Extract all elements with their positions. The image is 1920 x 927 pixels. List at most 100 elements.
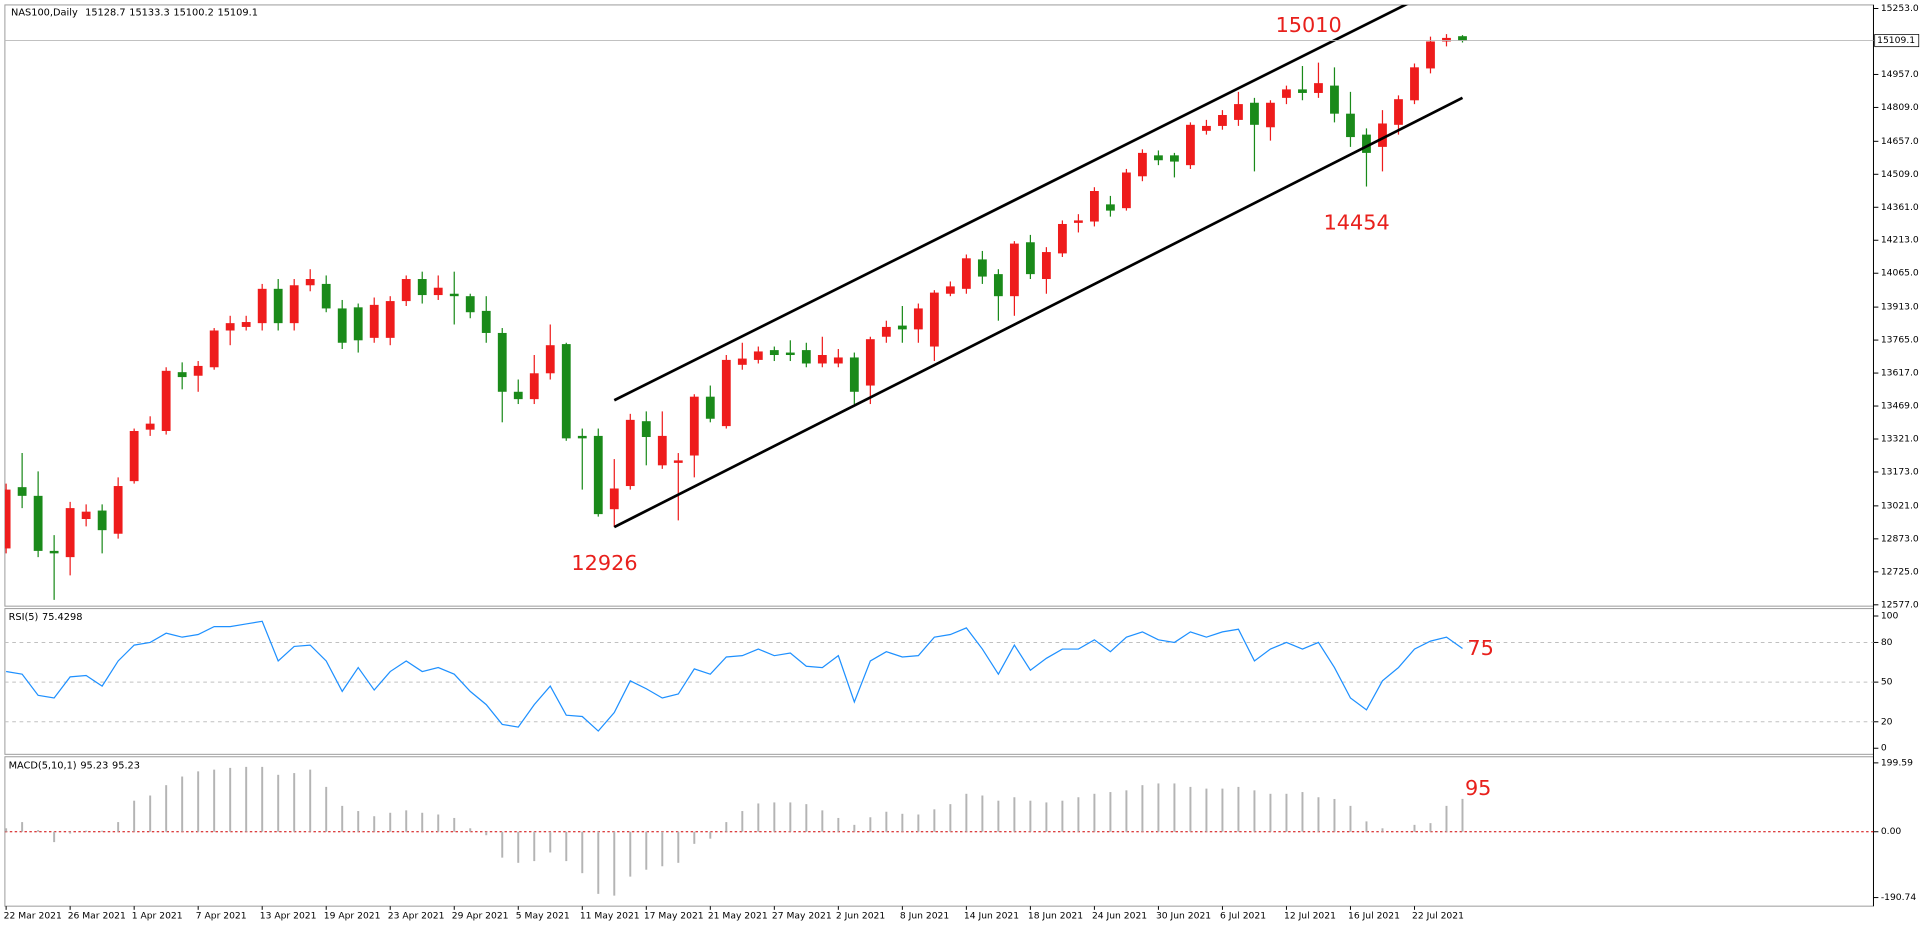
rsi-current: 75.4298 [42, 612, 82, 623]
candle-body [1298, 89, 1307, 93]
candle-body [465, 296, 475, 313]
y-tick-label: 13173.0 [1881, 467, 1919, 478]
candle-body [1073, 220, 1083, 223]
x-tick-label: 6 Jul 2021 [1220, 910, 1266, 921]
candle-body [705, 396, 715, 419]
candle-body [97, 510, 107, 531]
x-tick-label: 29 Apr 2021 [452, 910, 509, 921]
candle-body [753, 351, 763, 360]
candle-body [273, 288, 283, 324]
rsi-header: RSI(5) 75.4298 [9, 612, 83, 623]
candle-body [1138, 152, 1147, 177]
x-tick-label: 30 Jun 2021 [1156, 910, 1211, 921]
x-tick-label: 23 Apr 2021 [388, 910, 445, 921]
candle-body [449, 293, 459, 297]
candle-body [353, 307, 363, 341]
candle-body [1330, 85, 1339, 114]
candle-body [929, 292, 939, 347]
y-tick-label: 14657.0 [1881, 136, 1919, 147]
y-tick-label: 50 [1881, 677, 1893, 688]
candle-body [113, 486, 123, 534]
candle-body [81, 511, 91, 520]
candle-body [1057, 223, 1067, 254]
x-tick-label: 12 Jul 2021 [1284, 910, 1336, 921]
candle-body [433, 287, 443, 296]
candle-body [577, 435, 587, 439]
candle-body [369, 304, 379, 338]
candle-body [865, 339, 875, 386]
candle-body [209, 330, 219, 368]
main-plot [4, 4, 1467, 600]
y-tick-label: 12725.0 [1881, 566, 1919, 577]
symbol: NAS100,Daily [11, 7, 78, 18]
candle-body [1346, 113, 1355, 138]
macd-current: 95.23 [80, 760, 108, 771]
candle-body [721, 359, 731, 427]
candle-body [385, 301, 395, 338]
x-tick-label: 14 Jun 2021 [964, 910, 1019, 921]
y-tick-label: 100 [1881, 611, 1899, 622]
candle-body [321, 283, 331, 309]
candle-body [961, 258, 971, 289]
candle-body [545, 345, 555, 374]
x-tick-label: 16 Jul 2021 [1348, 910, 1400, 921]
price-annotation: 14454 [1324, 210, 1390, 234]
candle-body [1170, 155, 1179, 162]
candle-body [993, 274, 1003, 297]
y-tick-label: 14361.0 [1881, 202, 1919, 213]
x-tick-label: 18 Jun 2021 [1028, 910, 1083, 921]
rsi-line [6, 620, 1463, 732]
candle-body [4, 489, 11, 549]
x-tick-label: 7 Apr 2021 [196, 910, 247, 921]
y-tick-label: 12873.0 [1881, 533, 1919, 544]
candle-body [289, 285, 299, 324]
x-tick-label: 2 Jun 2021 [836, 910, 885, 921]
y-tick-label: 80 [1881, 637, 1893, 648]
y-tick-label: 13021.0 [1881, 500, 1919, 511]
macd-annotation: 95 [1465, 776, 1491, 800]
candle-body [145, 423, 155, 430]
candle-body [161, 370, 171, 432]
macd-signal: 95.23 [112, 760, 140, 771]
candle-body [513, 391, 523, 400]
y-tick-label: 20 [1881, 716, 1893, 727]
candle-body [33, 495, 43, 551]
header-high: 15133.3 [129, 7, 169, 18]
y-tick-label: 14809.0 [1881, 102, 1919, 113]
header-open: 15128.7 [85, 7, 125, 18]
x-tick-label: 17 May 2021 [644, 910, 704, 921]
candle-body [833, 357, 843, 364]
candle-body [1186, 124, 1195, 166]
y-tick-label: 12577.0 [1881, 599, 1919, 610]
candle-body [17, 487, 27, 496]
chart-header: NAS100,Daily 15128.7 15133.3 15100.2 15109.1 [11, 7, 258, 18]
candle-body [1041, 252, 1051, 280]
candle-body [401, 279, 411, 302]
candle-body [881, 326, 891, 337]
candle-body [1458, 36, 1467, 41]
y-tick-label: 13765.0 [1881, 335, 1919, 346]
trend-line [613, 4, 1409, 402]
candle-body [177, 372, 187, 378]
candle-body [225, 323, 235, 331]
candle-body [913, 308, 923, 330]
candle-body [257, 288, 267, 324]
macd-title: MACD(5,10,1) [9, 760, 77, 771]
trend-line [613, 96, 1464, 529]
rsi-annotation: 75 [1467, 636, 1493, 660]
candle-body [801, 350, 811, 364]
candle-body [1394, 99, 1403, 125]
x-tick-label: 21 May 2021 [708, 910, 768, 921]
header-low: 15100.2 [173, 7, 213, 18]
y-tick-label: 15253.0 [1881, 3, 1919, 14]
x-tick-label: 27 May 2021 [772, 910, 832, 921]
candle-body [305, 279, 315, 286]
candle-body [897, 325, 907, 330]
y-tick-label: 14065.0 [1881, 268, 1919, 279]
candle-body [529, 373, 539, 400]
candle-body [609, 488, 619, 510]
y-tick-label: 199.59 [1881, 757, 1913, 768]
candle-body [1442, 37, 1451, 42]
